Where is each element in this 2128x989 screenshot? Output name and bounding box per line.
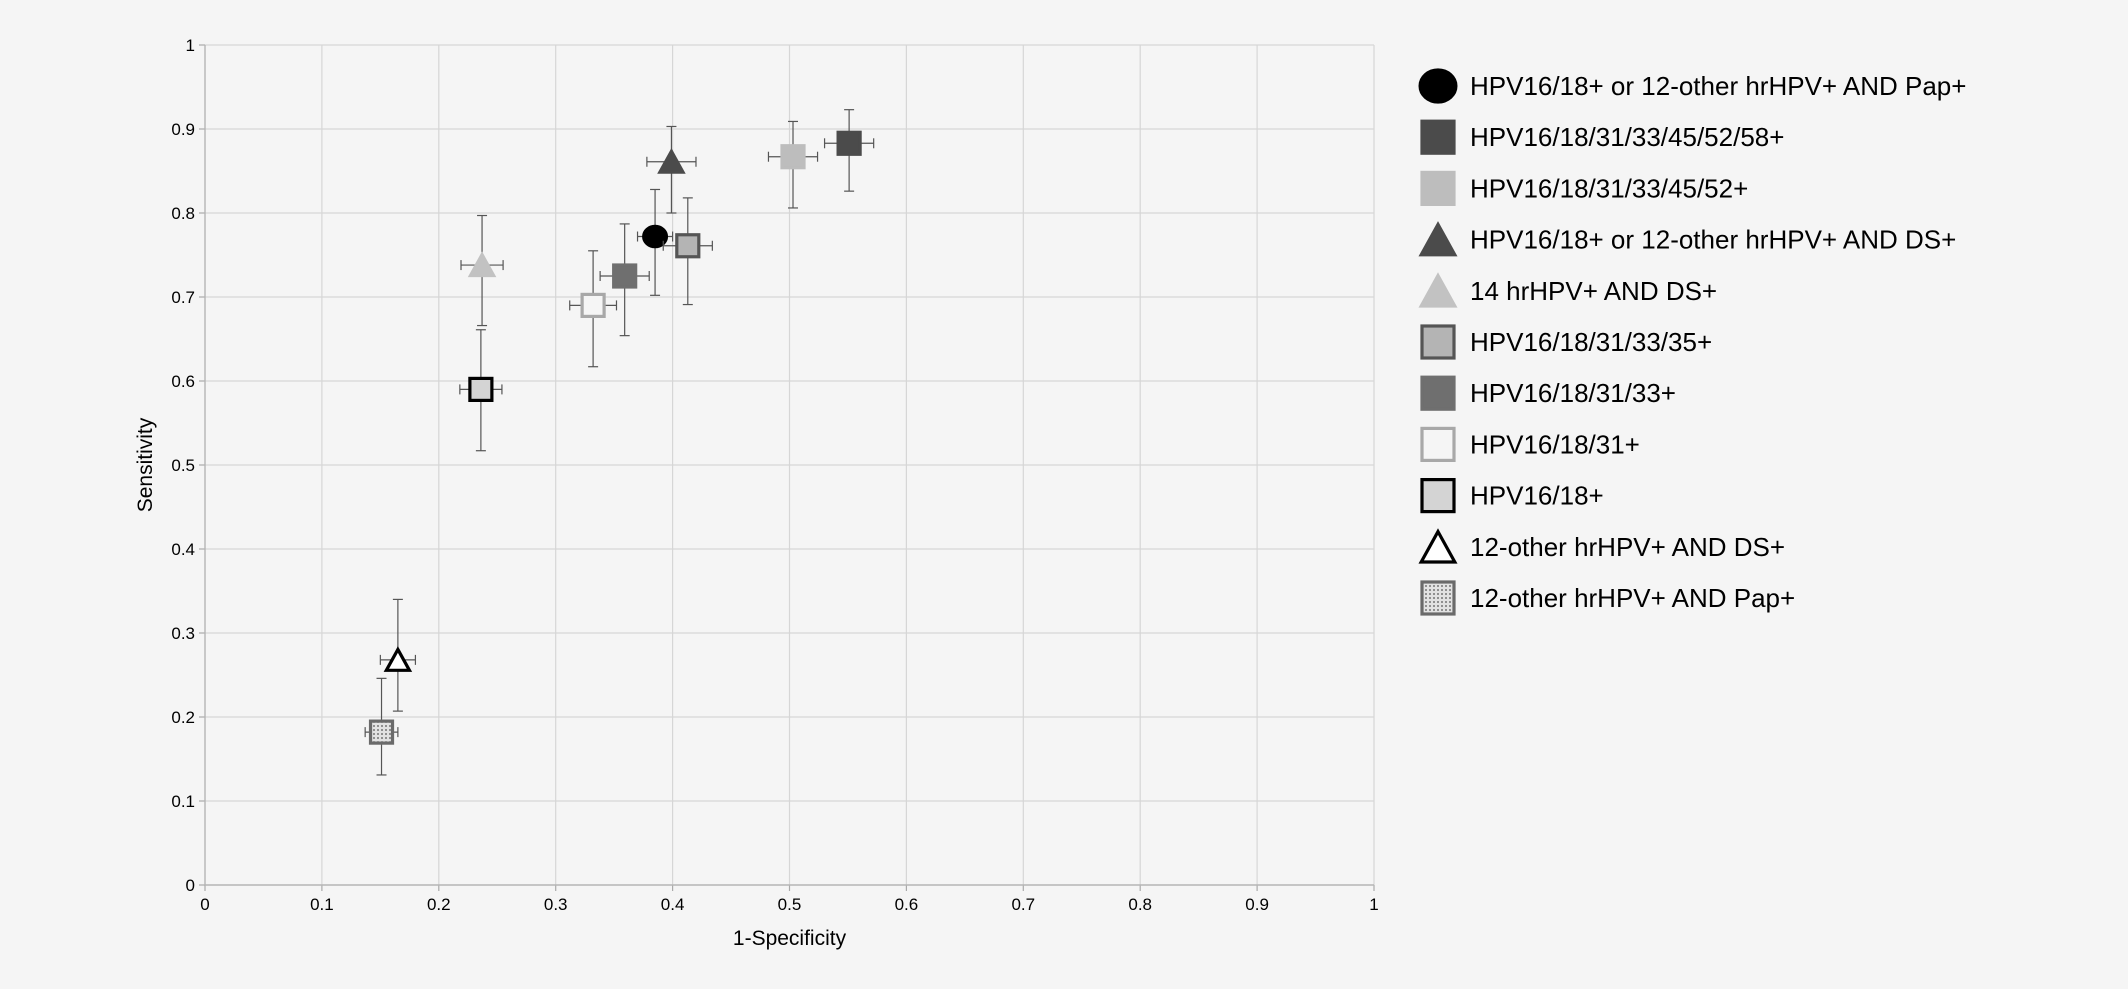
x-tick-label: 0.3 <box>544 895 568 914</box>
point-marker <box>467 251 497 278</box>
legend-label: HPV16/18+ <box>1470 481 1604 511</box>
legend-item: HPV16/18/31/33/35+ <box>1420 324 1712 360</box>
y-tick-label: 0.1 <box>171 792 195 811</box>
legend-marker <box>1418 221 1458 257</box>
legend-marker <box>1420 375 1456 411</box>
y-tick-label: 0.7 <box>171 288 195 307</box>
legend-item: HPV16/18/31/33/45/52/58+ <box>1420 119 1784 155</box>
point-marker <box>612 263 638 289</box>
x-tick-label: 0.5 <box>778 895 802 914</box>
point-marker <box>657 148 686 174</box>
x-tick-label: 0 <box>200 895 209 914</box>
legend: HPV16/18+ or 12-other hrHPV+ AND Pap+ HPV… <box>1418 68 1966 616</box>
legend-item: HPV16/18/31/33/45/52+ <box>1420 170 1748 206</box>
x-axis-title: 1-Specificity <box>733 927 847 950</box>
legend-marker <box>1420 426 1456 462</box>
legend-label: HPV16/18/31/33/45/52/58+ <box>1470 122 1784 152</box>
y-tick-label: 0.3 <box>171 624 195 643</box>
y-tick-label: 0.5 <box>171 456 195 475</box>
data-point <box>599 223 650 337</box>
legend-label: 12-other hrHPV+ AND Pap+ <box>1470 583 1795 613</box>
point-marker <box>383 646 413 672</box>
legend-item: HPV16/18/31+ <box>1420 426 1640 462</box>
y-tick-label: 0.4 <box>171 540 195 559</box>
y-tick-label: 0.6 <box>171 372 195 391</box>
x-tick-label: 0.1 <box>310 895 334 914</box>
legend-marker <box>1418 528 1458 564</box>
x-tick-label: 0.4 <box>661 895 685 914</box>
legend-item: 12-other hrHPV+ AND DS+ <box>1418 528 1785 564</box>
y-axis-title: Sensitivity <box>134 417 157 512</box>
legend-marker <box>1420 119 1456 155</box>
legend-label: 14 hrHPV+ AND DS+ <box>1470 276 1717 306</box>
y-tick-label: 0.8 <box>171 204 195 223</box>
legend-marker <box>1418 272 1458 308</box>
legend-item: HPV16/18+ or 12-other hrHPV+ AND DS+ <box>1418 221 1956 257</box>
legend-label: HPV16/18/31/33+ <box>1470 378 1676 408</box>
point-marker <box>368 719 395 745</box>
x-tick-label: 0.9 <box>1245 895 1269 914</box>
data-point <box>767 120 819 209</box>
legend-marker <box>1420 324 1456 360</box>
data-point <box>636 188 674 296</box>
y-tick-label: 0.9 <box>171 120 195 139</box>
point-marker <box>468 376 494 402</box>
legend-marker <box>1420 170 1456 206</box>
data-point <box>662 197 713 306</box>
y-tick-label: 0 <box>186 876 195 895</box>
x-tick-label: 0.7 <box>1011 895 1035 914</box>
point-marker <box>580 292 606 318</box>
x-tick-label: 0.8 <box>1128 895 1152 914</box>
data-point <box>569 250 618 368</box>
x-tick-label: 0.6 <box>895 895 919 914</box>
data-point <box>460 214 504 327</box>
legend-marker <box>1420 478 1456 514</box>
point-marker <box>642 224 669 249</box>
gridlines <box>205 44 1375 885</box>
data-point <box>646 125 697 214</box>
axes: 0 0.1 0.2 0.3 0.4 0.5 0.6 0.7 0.8 0.9 1 0 0.1 0.2 0.3 0… <box>171 36 1378 914</box>
legend-item: 12-other hrHPV+ AND Pap+ <box>1420 580 1795 616</box>
legend-item: 14 hrHPV+ AND DS+ <box>1418 272 1717 308</box>
data-point <box>379 598 417 712</box>
legend-label: HPV16/18/31/33/35+ <box>1470 327 1712 357</box>
legend-label: HPV16/18+ or 12-other hrHPV+ AND Pap+ <box>1470 71 1966 101</box>
data-points <box>364 109 875 776</box>
x-tick-label: 1 <box>1369 895 1378 914</box>
y-tick-label: 0.2 <box>171 708 195 727</box>
x-tick-label: 0.2 <box>427 895 451 914</box>
legend-item: HPV16/18+ <box>1420 478 1604 514</box>
point-marker <box>780 144 806 170</box>
point-marker <box>836 130 862 156</box>
legend-item: HPV16/18/31/33+ <box>1420 375 1676 411</box>
point-marker <box>675 233 701 259</box>
legend-label: HPV16/18/31/33/45/52+ <box>1470 173 1748 203</box>
data-point <box>364 677 399 776</box>
legend-marker <box>1418 68 1458 104</box>
data-point <box>459 329 503 452</box>
legend-item: HPV16/18+ or 12-other hrHPV+ AND Pap+ <box>1418 68 1966 104</box>
legend-label: HPV16/18+ or 12-other hrHPV+ AND DS+ <box>1470 225 1956 255</box>
y-tick-label: 1 <box>186 36 195 55</box>
legend-label: 12-other hrHPV+ AND DS+ <box>1470 532 1785 562</box>
legend-label: HPV16/18/31+ <box>1470 429 1640 459</box>
data-point <box>823 109 875 192</box>
legend-marker <box>1420 580 1456 616</box>
